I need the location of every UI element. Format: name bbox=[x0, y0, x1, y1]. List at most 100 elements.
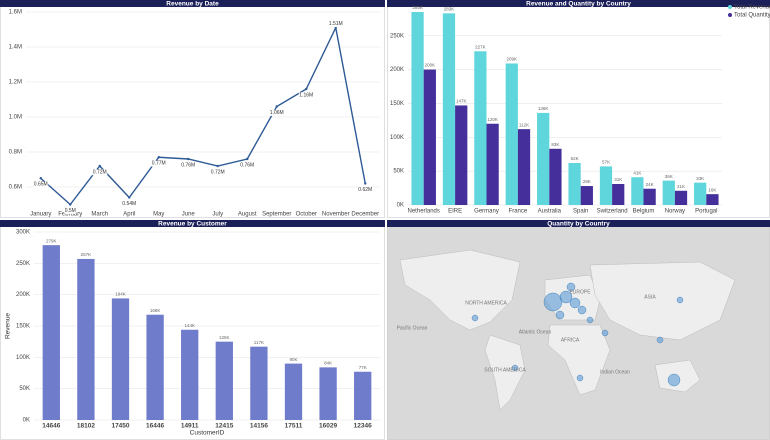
x-tick-label: Spain bbox=[573, 209, 588, 215]
bar bbox=[423, 69, 436, 205]
bar bbox=[599, 166, 613, 205]
y-tick-label: 100K bbox=[16, 355, 30, 361]
map-label: SOUTH AMERICA bbox=[484, 367, 526, 373]
y-tick-label: 0K bbox=[397, 203, 404, 209]
data-label: 279K bbox=[46, 238, 57, 243]
x-tick-label: 17450 bbox=[111, 423, 129, 430]
map-bubbles bbox=[471, 282, 684, 387]
bar bbox=[568, 163, 581, 205]
x-tick-label: Norway bbox=[665, 209, 685, 215]
map-label: AFRICA bbox=[561, 337, 580, 343]
data-label: 112K bbox=[519, 122, 529, 127]
bubble bbox=[555, 310, 565, 320]
bar bbox=[662, 180, 675, 205]
bubble bbox=[566, 282, 576, 292]
data-label-bg bbox=[151, 160, 167, 167]
bubble bbox=[511, 364, 519, 372]
x-tick-label: 14156 bbox=[250, 423, 268, 430]
x-tick-label: Belgium bbox=[633, 209, 655, 215]
x-tick-label: November bbox=[322, 212, 350, 218]
data-label: 28K bbox=[583, 179, 591, 184]
data-label: 90K bbox=[289, 357, 297, 362]
data-label: 0.77M bbox=[152, 161, 166, 167]
data-label-bg bbox=[239, 162, 255, 169]
data-label: 117K bbox=[254, 340, 264, 345]
title-bar bbox=[387, 220, 770, 227]
data-label: 62K bbox=[571, 156, 579, 161]
legend-swatch bbox=[728, 5, 732, 9]
x-tick-label: March bbox=[91, 212, 108, 218]
data-label: 283K bbox=[444, 7, 455, 12]
x-tick-label: December bbox=[351, 212, 379, 218]
land bbox=[547, 324, 611, 396]
data-label: 200K bbox=[425, 63, 436, 68]
point bbox=[216, 164, 219, 168]
point bbox=[98, 164, 101, 168]
y-tick-label: 1.2M bbox=[9, 80, 22, 86]
bar bbox=[411, 12, 424, 205]
x-tick-label: October bbox=[296, 212, 317, 218]
bar bbox=[580, 186, 593, 205]
data-label: 21K bbox=[677, 184, 685, 189]
point bbox=[275, 105, 278, 108]
bubble bbox=[543, 292, 563, 312]
data-label-bg bbox=[210, 169, 226, 176]
data-label: 227K bbox=[475, 44, 486, 49]
y-tick-label: 50K bbox=[393, 169, 404, 175]
bubble bbox=[576, 374, 584, 382]
x-tick-label: January bbox=[30, 212, 51, 218]
y-tick-label: 150K bbox=[16, 324, 30, 330]
x-tick-label: August bbox=[238, 212, 257, 218]
chart-title: Revenue by Date bbox=[166, 1, 219, 8]
point bbox=[128, 196, 131, 199]
x-tick-label: 14646 bbox=[42, 423, 60, 430]
data-label-bg bbox=[180, 162, 196, 169]
bar bbox=[319, 367, 337, 420]
y-tick-label: 100K bbox=[390, 135, 404, 141]
x-tick-label: Germany bbox=[474, 209, 499, 215]
x-axis-title: CustomerID bbox=[190, 430, 225, 437]
bar bbox=[517, 129, 531, 205]
data-label: 209K bbox=[507, 57, 518, 62]
x-tick-label: 14911 bbox=[181, 423, 199, 430]
x-tick-label: June bbox=[182, 212, 196, 218]
bar bbox=[631, 177, 644, 205]
x-tick-label: Netherlands bbox=[408, 209, 440, 215]
legend-label: Total Quantity bbox=[734, 13, 770, 19]
data-label: 144K bbox=[184, 323, 195, 328]
bar bbox=[537, 112, 550, 205]
point bbox=[246, 157, 249, 161]
title-bar bbox=[387, 0, 770, 7]
x-tick-label: September bbox=[262, 212, 291, 218]
legend-swatch bbox=[728, 13, 732, 17]
map-label: NORTH AMERICA bbox=[465, 300, 507, 306]
bubble bbox=[577, 305, 587, 315]
bar bbox=[643, 188, 656, 205]
legend-label: Total Revenue bbox=[734, 5, 770, 11]
bubble bbox=[601, 329, 609, 337]
y-tick-label: 250K bbox=[16, 261, 30, 267]
bar bbox=[474, 51, 487, 205]
data-label-bg bbox=[64, 207, 77, 214]
map-label: Indian Ocean bbox=[600, 369, 630, 375]
bar bbox=[505, 63, 518, 205]
data-label: 24K bbox=[646, 182, 654, 187]
bar bbox=[284, 363, 303, 420]
x-tick-label: France bbox=[509, 209, 528, 215]
data-label-bg bbox=[92, 169, 108, 176]
y-axis-title: Revenue bbox=[5, 313, 12, 339]
data-label: 1.06M bbox=[270, 110, 284, 116]
bubble bbox=[471, 314, 479, 322]
y-tick-label: 300K bbox=[16, 230, 30, 236]
bar bbox=[442, 13, 456, 206]
y-tick-label: 50K bbox=[19, 386, 30, 392]
map-label: ASIA bbox=[644, 294, 656, 300]
x-tick-label: April bbox=[123, 212, 135, 218]
data-label: 31K bbox=[614, 177, 622, 182]
bar bbox=[612, 184, 625, 205]
bar bbox=[486, 123, 499, 205]
y-tick-label: 0.8M bbox=[9, 150, 22, 156]
point bbox=[157, 156, 160, 159]
x-tick-label: February bbox=[58, 212, 82, 218]
